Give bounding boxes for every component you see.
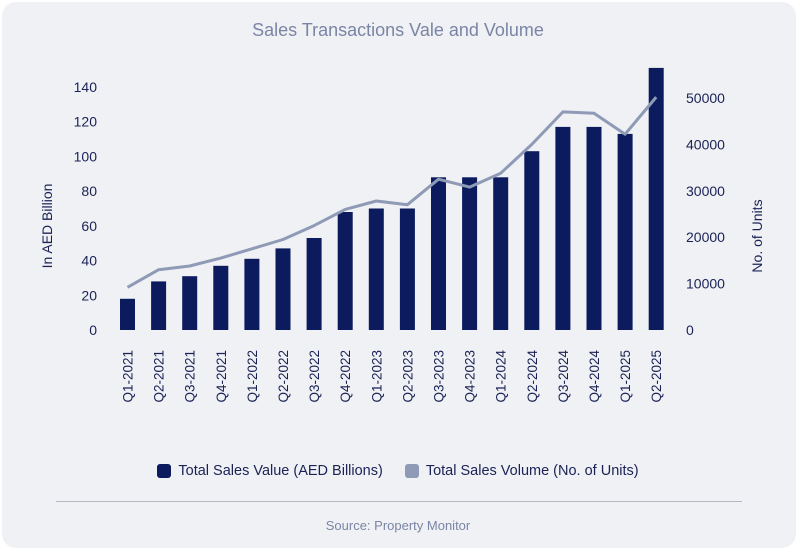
bar-q4-2024: [586, 126, 602, 331]
volume-series-line: [126, 96, 658, 289]
x-tick-label: Q3-2023: [432, 350, 447, 403]
bar-q1-2021: [120, 298, 135, 330]
x-tick-label: Q2-2021: [152, 350, 167, 403]
chart-title: Sales Transactions Vale and Volume: [252, 20, 544, 40]
bar-q2-2023: [399, 208, 415, 330]
legend-label-volume: Total Sales Volume (No. of Units): [425, 463, 639, 479]
x-tick-label: Q2-2022: [276, 350, 291, 403]
bar-series: [120, 67, 664, 331]
x-tick-label: Q3-2022: [307, 350, 322, 403]
left-tick-label: 140: [74, 79, 98, 95]
bar-q3-2023: [431, 177, 446, 330]
bar-q2-2021: [151, 281, 167, 330]
right-tick-label: 10000: [686, 276, 725, 292]
x-tick-label: Q2-2023: [400, 350, 415, 403]
bar-q1-2025: [617, 133, 633, 330]
left-tick-label: 60: [81, 218, 97, 234]
right-axis-ticks: 0 10000 20000 30000 40000 50000: [686, 90, 725, 338]
left-tick-label: 120: [74, 114, 98, 130]
x-tick-label: Q2-2025: [649, 350, 664, 403]
bar-q4-2022: [337, 212, 353, 330]
right-tick-label: 20000: [686, 229, 725, 245]
left-tick-label: 0: [89, 322, 97, 338]
x-tick-label: Q2-2024: [525, 350, 540, 403]
bar-q1-2023: [368, 208, 384, 330]
x-axis-ticks: Q1-2021 Q2-2021 Q3-2021 Q4-2021 Q1-2022 Q2-20…: [121, 350, 665, 403]
x-tick-label: Q4-2023: [463, 350, 478, 403]
left-tick-label: 100: [74, 148, 98, 164]
x-tick-label: Q1-2023: [369, 350, 384, 403]
right-axis-label: No. of Units: [749, 199, 765, 272]
bar-q3-2024: [555, 126, 571, 331]
bar-q1-2024: [493, 177, 509, 330]
bar-q3-2022: [306, 238, 322, 330]
x-tick-label: Q4-2022: [338, 350, 353, 403]
x-tick-label: Q1-2024: [494, 350, 509, 403]
right-tick-label: 30000: [686, 183, 725, 199]
bar-q2-2024: [524, 151, 540, 330]
legend-item-volume: Total Sales Volume (No. of Units): [404, 463, 639, 479]
right-tick-label: 50000: [686, 90, 725, 106]
legend-label-value: Total Sales Value (AED Billions): [178, 463, 383, 479]
legend-swatch-bar: [157, 464, 172, 478]
bar-q4-2021: [213, 265, 229, 330]
chart-plot: 0 20 40 60 80 100 120 140 0 10000 20000 30000 40000…: [39, 67, 765, 403]
source-note: Source: Property Monitor: [325, 518, 471, 533]
bar-q3-2021: [182, 276, 198, 330]
x-tick-label: Q1-2021: [121, 350, 136, 403]
x-tick-label: Q3-2021: [183, 350, 198, 403]
x-tick-label: Q4-2021: [214, 350, 229, 403]
bar-q1-2022: [244, 258, 260, 330]
left-axis-ticks: 0 20 40 60 80 100 120 140: [74, 79, 98, 338]
right-tick-label: 0: [686, 322, 694, 338]
legend-item-value: Total Sales Value (AED Billions): [157, 463, 383, 479]
legend: Total Sales Value (AED Billions) Total S…: [0, 463, 796, 479]
legend-swatch-line: [404, 464, 419, 478]
bar-q2-2025: [648, 67, 664, 331]
left-axis-label: In AED Billion: [39, 184, 55, 269]
left-tick-label: 40: [81, 253, 97, 269]
bar-q4-2023: [462, 177, 478, 330]
x-tick-label: Q1-2025: [618, 350, 633, 403]
right-tick-label: 40000: [686, 136, 725, 152]
divider: [56, 501, 742, 502]
bar-q2-2022: [275, 248, 291, 330]
left-tick-label: 20: [81, 287, 97, 303]
x-tick-label: Q1-2022: [245, 350, 260, 403]
x-tick-label: Q3-2024: [556, 350, 571, 403]
x-tick-label: Q4-2024: [587, 350, 602, 403]
left-tick-label: 80: [81, 183, 97, 199]
